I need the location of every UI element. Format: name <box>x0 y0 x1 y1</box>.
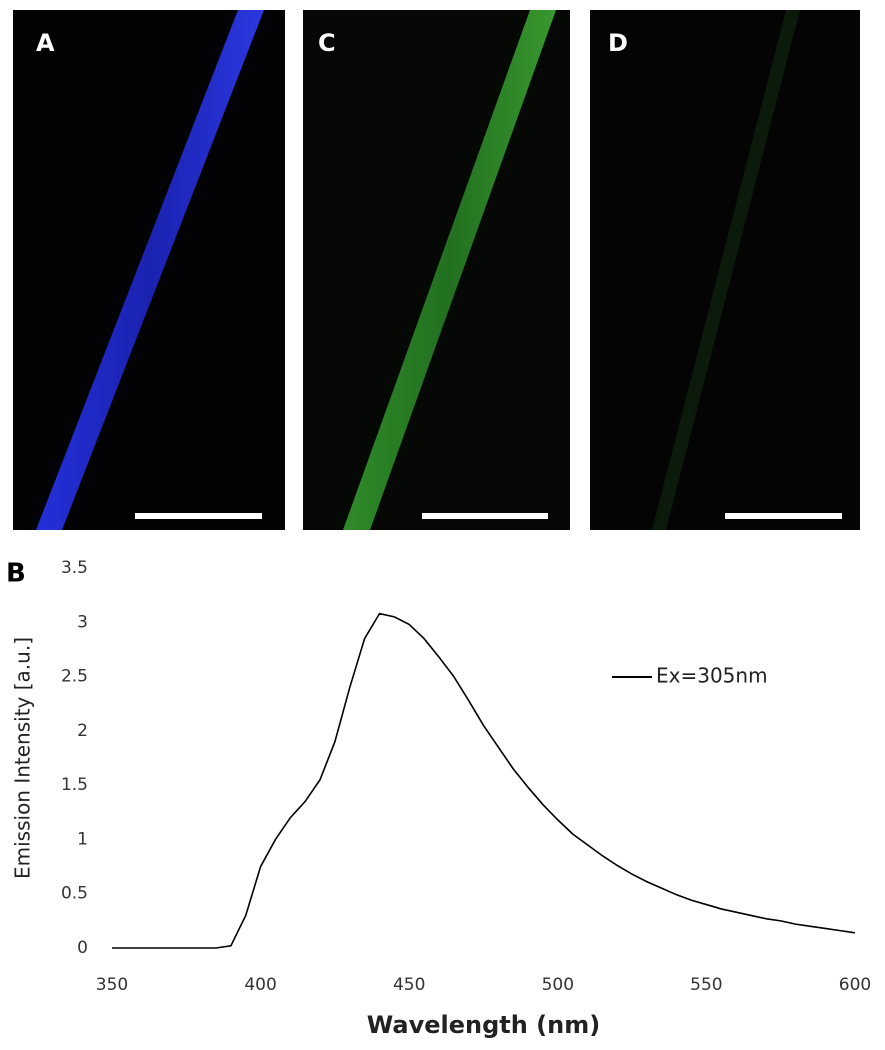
panel-d: D <box>590 10 860 530</box>
y-tick-label: 1 <box>77 829 88 849</box>
y-tick-label: 0 <box>77 938 88 958</box>
x-axis-title: Wavelength (nm) <box>367 1011 600 1039</box>
panel-label: C <box>318 29 336 57</box>
legend-label: Ex=305nm <box>656 664 768 688</box>
x-tick-label: 500 <box>542 975 574 995</box>
x-tick-label: 600 <box>839 975 871 995</box>
panel-c: C <box>303 10 570 530</box>
line <box>112 612 856 949</box>
panel-label: A <box>36 29 55 57</box>
y-tick-label: 3 <box>77 612 88 632</box>
y-tick-label: 3.5 <box>61 558 88 578</box>
x-tick-label: 550 <box>690 975 722 995</box>
panel-a: A <box>13 10 285 530</box>
y-axis-title: Emission Intensity [a.u.] <box>11 637 35 879</box>
y-tick-label: 2 <box>77 721 88 741</box>
panel-label: D <box>608 29 628 57</box>
y-tick-label: 1.5 <box>61 775 88 795</box>
x-tick-label: 400 <box>244 975 276 995</box>
x-tick-label: 350 <box>96 975 128 995</box>
panel-label: B <box>6 559 26 589</box>
y-tick-label: 0.5 <box>61 884 88 904</box>
chart: 0 0.5 1 1.5 2 2.5 3 3.5 350 400 450 500 550 600 Wavele… <box>11 558 872 1039</box>
y-tick-label: 2.5 <box>61 667 88 687</box>
x-tick-label: 450 <box>393 975 425 995</box>
